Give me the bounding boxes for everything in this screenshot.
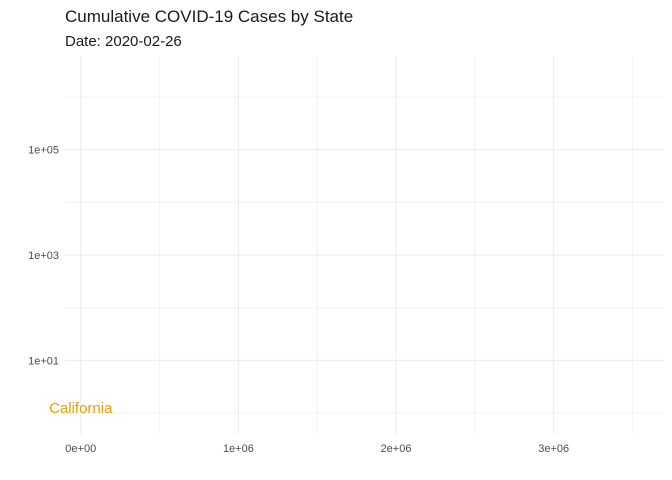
grid-layer — [65, 56, 664, 434]
mark-layer: California — [49, 400, 113, 417]
chart-title: Cumulative COVID-19 Cases by State — [65, 7, 353, 26]
chart-subtitle: Date: 2020-02-26 — [65, 33, 182, 50]
data-point-label: California — [49, 400, 113, 417]
x-tick-label: 0e+00 — [65, 443, 96, 455]
x-tick-label: 1e+06 — [223, 443, 254, 455]
x-tick-label: 3e+06 — [538, 443, 569, 455]
y-tick-label: 1e+05 — [28, 145, 59, 157]
axis-layer: 0e+00 1e+06 2e+06 3e+06 1e+01 1e+03 1e+05 — [28, 145, 569, 455]
y-tick-label: 1e+01 — [28, 355, 59, 367]
x-tick-label: 2e+06 — [381, 443, 412, 455]
y-tick-label: 1e+03 — [28, 250, 59, 262]
